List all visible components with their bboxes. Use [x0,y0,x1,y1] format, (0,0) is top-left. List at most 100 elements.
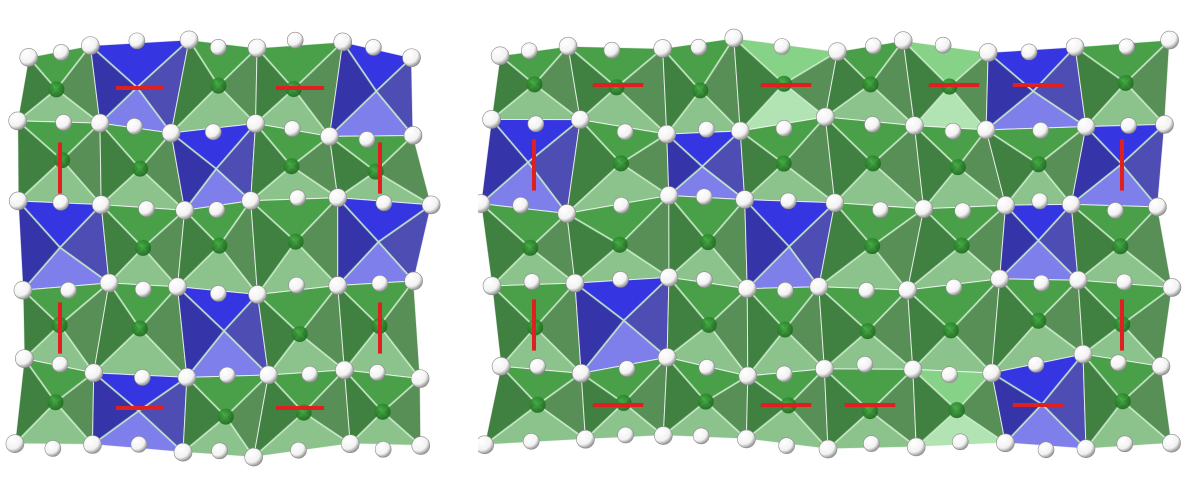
red-bonds-group [532,83,1124,407]
bond-spoke [302,369,346,414]
center-atom [942,322,959,339]
center-atom [211,237,228,254]
bond-spoke [139,167,186,212]
oxygen-atom [290,441,307,459]
oxygen-atom [84,363,104,383]
bond-spoke [1037,279,1079,322]
bond-spoke [139,327,188,379]
oxygen-atom [996,433,1015,453]
oxygen-atom [491,356,511,376]
blue-polyhedron [984,45,1088,131]
center-atom [1117,74,1134,91]
center-atom [776,321,793,338]
oxygen-atom [1073,344,1093,364]
bond-spoke [566,212,621,246]
center-atom [611,236,628,253]
left-crystal-structure-panel [0,0,445,479]
center-atom [864,155,881,172]
bond-spoke [872,124,916,165]
bond-spoke [1070,203,1122,248]
oxygen-atom [690,38,707,56]
bond-spoke [375,90,414,137]
green-polyhedron [13,357,95,446]
oxygen-atom [906,437,926,457]
oxygen-atom [905,116,924,135]
bond-spoke [59,246,110,284]
oxygen-atom [128,32,146,50]
green-polyhedron [99,203,186,288]
oxygen-atom [978,43,998,62]
oxygen-atom [246,114,265,133]
bond-spoke [1120,123,1166,165]
oxygen-atom [8,111,27,131]
bond-spoke [491,285,536,329]
oxygen-atom [558,36,578,56]
oxygen-atom [482,276,502,296]
oxygen-atom [60,281,77,299]
oxygen-atom [138,200,155,218]
bond-spoke [818,285,869,332]
oxygen-atom [996,196,1015,215]
center-atom [287,233,304,250]
bond-spoke [137,410,184,454]
oxygen-atom [286,31,304,49]
blue-polyhedron [998,203,1080,282]
green-polyhedron [739,115,837,204]
bond-spoke [912,368,958,411]
oxygen-atom [657,124,677,144]
center-atom [47,394,64,411]
bond-spoke [533,83,581,121]
bond-spoke [534,282,576,329]
bond-spoke [906,244,963,291]
oxygen-atom [618,360,636,377]
oxygen-atom [818,439,838,459]
oxygen-atom [816,107,835,127]
blue-polyhedron [479,118,582,215]
green-polyhedron [1081,352,1173,451]
bond-spoke [292,41,344,90]
bond-spoke [137,376,188,412]
bond-spoke [92,327,141,374]
oxygen-atom [523,273,541,290]
oxygen-atom [1162,433,1181,453]
oxygen-atom [482,110,501,129]
oxygen-atom [134,369,151,386]
bond-spoke [1032,90,1087,128]
bond-spoke [1121,400,1173,445]
bond-spoke [948,85,987,131]
bond-spoke [574,282,625,322]
bond-spoke [254,122,293,167]
bond-spoke [1037,125,1087,166]
oxygen-atom [696,271,713,288]
bond-spoke [14,401,57,445]
bond-spoke [61,159,103,206]
bond-spoke [743,198,790,248]
oxygen-atom [161,123,181,143]
green-polyhedron [343,368,423,447]
atoms-group [5,30,441,467]
bond-spoke [1074,46,1127,84]
oxygen-atom [941,366,958,383]
oxygen-atom [815,359,834,379]
oxygen-atom [478,194,491,213]
green-polyhedron [176,199,259,297]
bond-spoke [89,44,138,89]
bond-spoke [341,41,378,92]
bond-spoke [818,245,873,288]
oxygen-atom [698,120,715,138]
bond-spoke [746,328,786,377]
bond-spoke [136,39,190,89]
bond-spoke [1119,245,1173,289]
center-atom [948,402,965,419]
center-atom [54,152,71,169]
oxygen-atom [13,280,33,300]
oxygen-atom [527,115,545,133]
bond-spoke [783,50,838,85]
bond-spoke [960,204,1007,247]
center-atom [1030,312,1047,329]
bond-spoke [1121,323,1162,368]
oxygen-atom [1020,43,1038,61]
oxygen-atom [134,280,152,298]
bond-spoke [99,122,141,170]
center-atom [699,234,716,251]
